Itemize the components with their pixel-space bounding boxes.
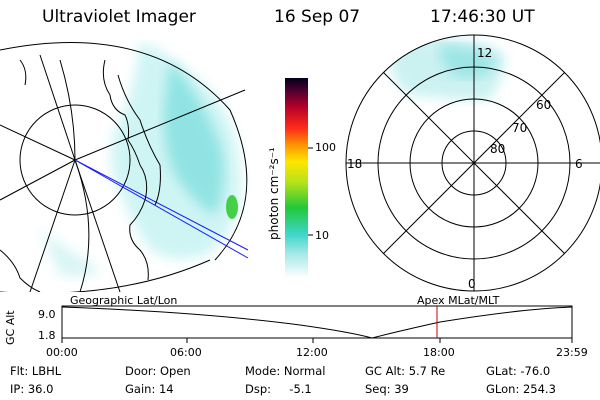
lat-label-60: 60: [536, 98, 552, 112]
filter-status: Flt: LBHL: [10, 364, 62, 378]
x-tick-1200: 12:00: [296, 346, 328, 359]
glon-status: GLon: 254.3: [486, 382, 556, 396]
x-tick-0000: 00:00: [46, 346, 78, 359]
colorbar-tick-10: 10: [315, 229, 329, 242]
mlt-label-18: 18: [347, 157, 363, 171]
mlt-label-12: 12: [477, 46, 493, 60]
glat-status: GLat: -76.0: [486, 364, 551, 378]
altitude-curve: [61, 306, 573, 339]
mlt-label-0: 0: [468, 277, 476, 291]
instrument-title: Ultraviolet Imager: [42, 7, 196, 27]
seq-status: Seq: 39: [365, 382, 409, 396]
lat-label-80: 80: [490, 142, 506, 156]
time-label: 17:46:30 UT: [430, 7, 535, 27]
coastline: [102, 59, 149, 281]
geographic-label: Geographic Lat/Lon: [70, 294, 178, 307]
x-tick-1800: 18:00: [423, 346, 455, 359]
y-tick-9: 9.0: [38, 308, 56, 321]
gc-alt-axis-label: GC Alt: [4, 310, 17, 345]
door-status: Door: Open: [125, 364, 191, 378]
gc-alt-status: GC Alt: 5.7 Re: [365, 364, 446, 378]
mlt-label-6: 6: [575, 157, 583, 171]
gain-status: Gain: 14: [125, 382, 174, 396]
y-tick-1-8: 1.8: [38, 329, 56, 342]
mode-status: Mode: Normal: [245, 364, 326, 378]
dsp-status: Dsp: -5.1: [245, 382, 312, 396]
x-tick-0600: 06:00: [170, 346, 202, 359]
colorbar-tick-100: 100: [315, 141, 336, 154]
date-label: 16 Sep 07: [274, 7, 361, 27]
apex-label: Apex MLat/MLT: [417, 294, 500, 307]
lat-label-70: 70: [512, 121, 528, 135]
x-tick-2359: 23:59: [556, 346, 588, 359]
ip-status: IP: 36.0: [10, 382, 54, 396]
